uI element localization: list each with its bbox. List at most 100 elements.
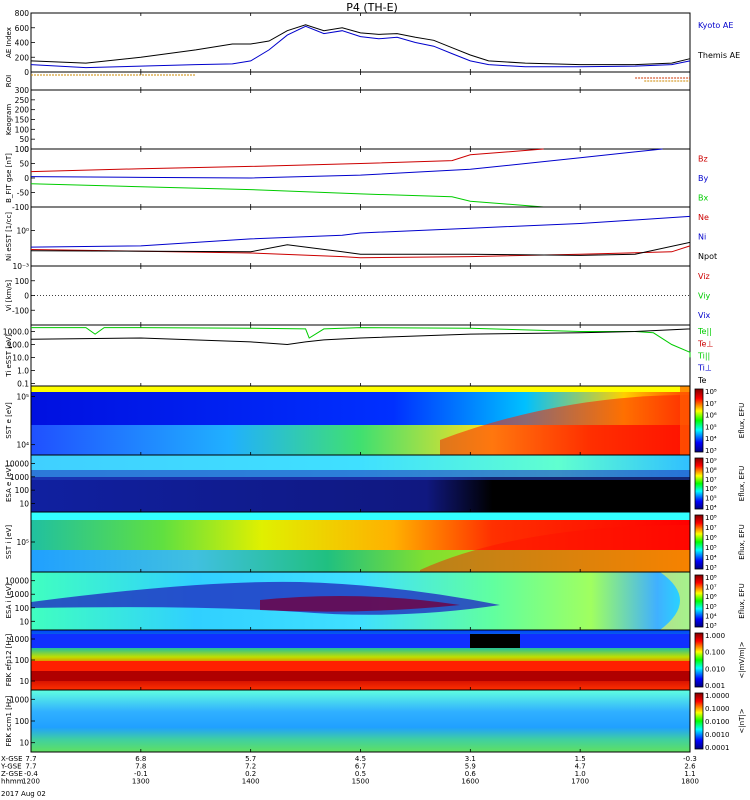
y-axis-label: ESA e [eV]: [5, 465, 13, 502]
footer-value: 0.2: [245, 770, 256, 778]
legend-entry: Bx: [698, 193, 708, 202]
y-tick-label: 1000: [10, 473, 29, 482]
y-tick-label: 10: [19, 677, 29, 686]
legend-entry: Te: [697, 376, 707, 385]
y-tick-label: 50: [19, 135, 29, 144]
y-tick-label: 10⁻³: [12, 262, 29, 271]
legend-entry: Ni: [698, 233, 706, 242]
fbk-scm1-background: [31, 690, 690, 752]
footer-value: 1.5: [575, 755, 586, 763]
sst-i-lower-band: [31, 550, 690, 572]
y-tick-label: 10: [19, 739, 29, 748]
colorbar-tick-label: 10⁷: [705, 400, 717, 408]
footer-value: 7.2: [245, 763, 256, 771]
colorbar-tick-label: 10⁶: [705, 534, 717, 542]
colorbar-tick-label: 10⁹: [705, 457, 717, 465]
colorbar-tick-label: 10⁴: [705, 504, 717, 512]
fbk-efp12-gap: [470, 634, 520, 648]
y-tick-label: 10: [19, 499, 29, 508]
colorbar-tick-label: 0.0001: [705, 744, 730, 752]
y-tick-label: -100: [12, 203, 29, 212]
footer-value: 7.8: [135, 763, 146, 771]
vi-velocity-panel: Vi [km/s]-100 0 100 Viz Viy Vix: [5, 265, 711, 326]
y-tick-label: 0: [24, 174, 29, 183]
colorbar-tick-label: 10⁶: [705, 593, 717, 601]
y-tick-label: 400: [15, 39, 30, 48]
legend-entry: Kyoto AE: [698, 21, 733, 30]
ti-temperature-panel: Ti eSST [eV]1000.0 100.0 10.0 1.0 0.1 Te|| Te⊥…: [3, 324, 713, 388]
y-tick-label: -100: [12, 306, 29, 315]
y-tick-label: 200: [15, 106, 30, 115]
y-tick-label: 100: [15, 656, 30, 665]
esa-electron-spectrogram: [30, 454, 691, 513]
colorbar-tick-label: 10⁵: [705, 495, 717, 503]
y-axis-label: ESA i [eV]: [5, 583, 13, 618]
footer-value: -0.4: [24, 770, 38, 778]
colorbar-tick-label: 10⁷: [705, 476, 717, 484]
y-tick-label: 200: [15, 53, 30, 62]
sst-e-edge: [680, 386, 690, 455]
legend-entry: Te||: [697, 327, 712, 336]
colorbar-tick-label: 10³: [705, 564, 717, 572]
colorbar-tick-label: 1.0000: [705, 692, 730, 700]
footer-value: 5.9: [465, 763, 476, 771]
footer-value: 4.5: [355, 755, 366, 763]
y-tick-label: 10⁰: [16, 227, 29, 236]
colorbar-tick-label: 10⁸: [705, 388, 717, 396]
y-tick-label: 250: [15, 96, 30, 105]
y-tick-label: 0.1: [17, 379, 29, 388]
footer-value: 1.0: [575, 770, 586, 778]
y-tick-label: 1.0: [17, 366, 29, 375]
b-fit-panel: B_FIT gse [nT]-100 -50 0 50 100 Bz By Bx: [5, 145, 708, 212]
y-tick-label: 10⁴: [16, 441, 29, 450]
series-line-ne: [30, 245, 691, 259]
footer-row-label: Z-GSE: [1, 770, 23, 778]
colorbar-tick-label: 10⁴: [705, 435, 717, 443]
panel-frame: [30, 206, 691, 267]
colorbar-tick-label: 10³: [705, 622, 717, 630]
y-axis-label: FBK scm1 [Hz]: [5, 695, 13, 746]
colorbar-esa_i: [694, 574, 704, 628]
footer-value: 0.6: [465, 770, 477, 778]
fbk-efp12-top-band: [31, 634, 690, 648]
y-tick-label: 300: [15, 86, 30, 95]
colorbar-label: Eflux, EFU: [738, 403, 746, 438]
y-axis-label: FBK efp12 [Hz]: [5, 634, 13, 687]
colorbar-label: <|mV/m|>: [738, 641, 746, 678]
colorbar-tick-label: 1.000: [705, 632, 725, 640]
y-axis-label: Keogram: [5, 104, 13, 135]
footer-value: 3.1: [465, 755, 476, 763]
y-tick-label: 100: [15, 277, 30, 286]
y-tick-label: 50: [19, 160, 29, 169]
y-tick-label: 1000: [10, 635, 29, 644]
fbk-efp12-spectrogram: [30, 629, 691, 691]
y-tick-label: 100: [15, 604, 30, 613]
y-tick-label: 10.0: [12, 353, 29, 362]
colorbar-tick-label: 10⁶: [705, 412, 717, 420]
legend-entry: Bz: [698, 155, 708, 164]
y-axis-label: Vi [km/s]: [5, 280, 13, 311]
y-tick-label: 150: [15, 116, 30, 125]
y-tick-label: 10: [19, 617, 29, 626]
footer-value: 2.6: [684, 763, 696, 771]
footer-value: 1.1: [684, 770, 695, 778]
footer-value: 1700: [571, 778, 589, 786]
footer-value: 1300: [132, 778, 150, 786]
y-tick-label: 100: [15, 125, 30, 134]
legend-entry: Npot: [698, 252, 717, 261]
colorbar-label: Eflux, EFU: [738, 524, 746, 559]
colorbar-tick-label: 0.100: [705, 649, 725, 657]
esa-i-core-band: [260, 596, 460, 612]
series-line-bz: [30, 148, 544, 173]
y-axis-label: SST i [eV]: [5, 525, 13, 559]
footer-value: 7.7: [25, 763, 36, 771]
fbk-scm1-spectrogram: [30, 689, 691, 753]
colorbar-tick-label: 10⁷: [705, 584, 717, 592]
y-tick-label: 1000.0: [3, 327, 29, 336]
series-line-by: [30, 148, 663, 179]
colorbar-tick-label: 10⁵: [705, 423, 717, 431]
legend-entry: Te⊥: [697, 339, 713, 348]
esa-e-lower-band: [31, 477, 690, 512]
